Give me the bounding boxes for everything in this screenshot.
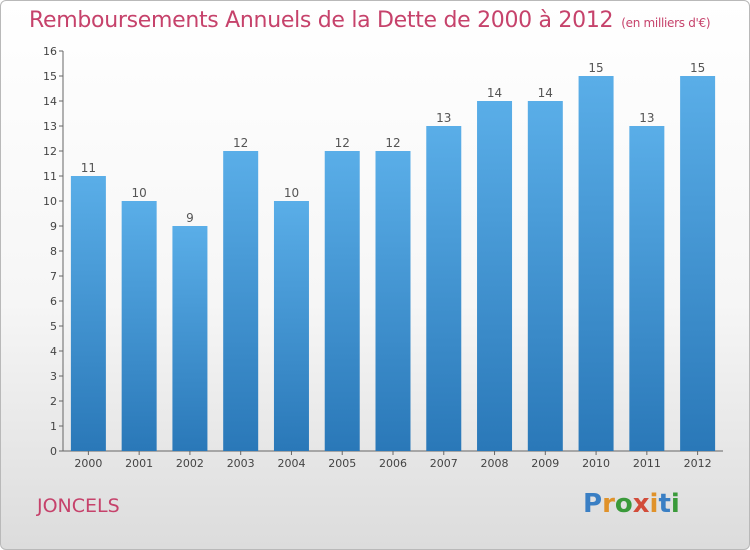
x-tick-label: 2012 xyxy=(684,457,712,470)
bar xyxy=(578,76,614,451)
chart-title-text: Remboursements Annuels de la Dette de 20… xyxy=(29,8,614,33)
logo-letter: x xyxy=(632,489,650,519)
y-tick-label: 5 xyxy=(50,320,57,333)
bar xyxy=(375,151,411,451)
bar xyxy=(223,151,259,451)
bar-value-label: 15 xyxy=(690,61,705,75)
logo-letter: i xyxy=(649,489,659,519)
bar-value-label: 15 xyxy=(588,61,603,75)
y-tick-label: 8 xyxy=(50,245,57,258)
bar-value-label: 13 xyxy=(639,111,654,125)
bar-value-label: 12 xyxy=(335,136,350,150)
chart-unit: (en milliers d'€) xyxy=(621,16,711,30)
y-tick-label: 15 xyxy=(43,70,57,83)
logo-letter: o xyxy=(614,489,633,519)
bar xyxy=(273,201,309,451)
y-tick-label: 0 xyxy=(50,445,57,458)
y-tick-label: 10 xyxy=(43,195,57,208)
bar-value-label: 9 xyxy=(186,211,194,225)
x-tick-label: 2001 xyxy=(125,457,153,470)
x-tick-label: 2010 xyxy=(582,457,610,470)
y-tick-label: 13 xyxy=(43,120,57,133)
bar xyxy=(680,76,716,451)
logo-letter: r xyxy=(602,489,615,519)
y-tick-label: 1 xyxy=(50,420,57,433)
bar xyxy=(121,201,157,451)
commune-name: JONCELS xyxy=(37,495,120,517)
x-tick-label: 2004 xyxy=(277,457,305,470)
bar-value-label: 14 xyxy=(538,86,553,100)
y-tick-label: 6 xyxy=(50,295,57,308)
x-tick-label: 2008 xyxy=(481,457,509,470)
bar xyxy=(324,151,360,451)
logo-letter: t xyxy=(658,489,671,519)
x-tick-label: 2006 xyxy=(379,457,407,470)
bar-value-label: 13 xyxy=(436,111,451,125)
y-tick-label: 7 xyxy=(50,270,57,283)
x-tick-label: 2009 xyxy=(531,457,559,470)
bar xyxy=(629,126,665,451)
logo-letter: i xyxy=(670,489,680,519)
logo-letter: P xyxy=(583,489,603,519)
bar xyxy=(426,126,462,451)
x-tick-label: 2011 xyxy=(633,457,661,470)
x-tick-label: 2000 xyxy=(74,457,102,470)
x-tick-label: 2005 xyxy=(328,457,356,470)
y-tick-label: 9 xyxy=(50,220,57,233)
y-tick-label: 2 xyxy=(50,395,57,408)
bar xyxy=(527,101,563,451)
proxiti-logo: Proxiti xyxy=(583,489,680,519)
bar xyxy=(70,176,106,451)
x-tick-label: 2003 xyxy=(227,457,255,470)
y-tick-label: 16 xyxy=(43,45,57,58)
bar-value-label: 12 xyxy=(385,136,400,150)
y-tick-label: 12 xyxy=(43,145,57,158)
bar-value-label: 10 xyxy=(132,186,147,200)
x-tick-label: 2002 xyxy=(176,457,204,470)
bar xyxy=(477,101,513,451)
bar xyxy=(172,226,208,451)
bar-value-label: 11 xyxy=(81,161,96,175)
y-tick-label: 14 xyxy=(43,95,57,108)
y-tick-label: 11 xyxy=(43,170,57,183)
x-tick-label: 2007 xyxy=(430,457,458,470)
y-tick-label: 4 xyxy=(50,345,57,358)
bar-value-label: 14 xyxy=(487,86,502,100)
y-tick-label: 3 xyxy=(50,370,57,383)
bar-value-label: 10 xyxy=(284,186,299,200)
bar-value-label: 12 xyxy=(233,136,248,150)
chart-title: Remboursements Annuels de la Dette de 20… xyxy=(29,8,711,33)
